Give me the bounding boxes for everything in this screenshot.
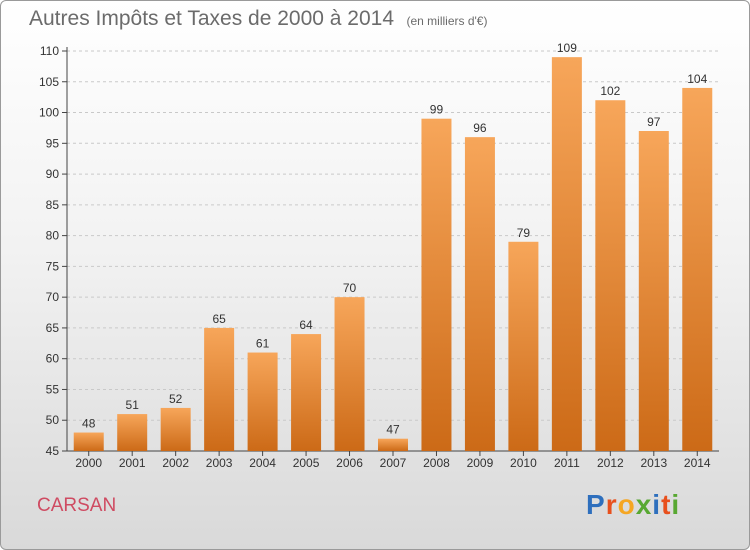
data-label: 48: [82, 417, 96, 431]
logo-letter: t: [661, 489, 672, 520]
y-tick-label: 45: [46, 444, 60, 458]
y-tick-label: 75: [46, 259, 60, 273]
data-label: 99: [430, 103, 444, 117]
data-label: 61: [256, 337, 270, 351]
x-tick-label: 2012: [597, 456, 624, 470]
data-label: 64: [299, 318, 313, 332]
bar: [682, 87, 713, 451]
grid-lines: [67, 50, 719, 421]
data-label: 96: [473, 121, 487, 135]
y-tick-label: 105: [39, 75, 59, 89]
data-label: 104: [687, 72, 707, 86]
x-tick-label: 2000: [75, 456, 102, 470]
y-tick-label: 55: [46, 382, 60, 396]
commune-name: CARSAN: [37, 495, 117, 516]
bar: [595, 100, 626, 451]
x-tick-label: 2014: [684, 456, 711, 470]
x-tick-label: 2002: [162, 456, 189, 470]
bar: [551, 57, 582, 452]
bar: [160, 407, 191, 451]
logo-letter: P: [586, 489, 606, 520]
bar: [421, 118, 452, 451]
y-tick-label: 95: [46, 136, 60, 150]
chart-subtitle: (en milliers d'€): [406, 14, 488, 28]
bar: [464, 137, 495, 451]
y-tick-label: 90: [46, 167, 60, 181]
bars: [73, 57, 713, 452]
chart-title-block: Autres Impôts et Taxes de 2000 à 2014 (e…: [29, 7, 487, 31]
y-tick-label: 85: [46, 198, 60, 212]
logo-letter: i: [652, 489, 662, 520]
data-label: 52: [169, 392, 183, 406]
data-label: 102: [600, 84, 620, 98]
bar: [334, 297, 365, 451]
y-tick-label: 80: [46, 229, 60, 243]
bar: [73, 432, 104, 451]
y-tick-label: 100: [39, 106, 59, 120]
x-tick-label: 2010: [510, 456, 537, 470]
logo-letter: r: [605, 489, 618, 520]
bar: [291, 334, 322, 451]
x-tick-label: 2003: [206, 456, 233, 470]
bar: [638, 131, 669, 451]
data-labels: 48 51 52 65 61 64 70 47 99 96 79 109 102 97 104: [82, 41, 708, 437]
x-tick-label: 2013: [640, 456, 667, 470]
logo-letter: x: [635, 489, 653, 520]
data-label: 70: [343, 281, 357, 295]
x-tick-label: 2004: [249, 456, 276, 470]
data-label: 97: [647, 115, 661, 129]
data-label: 109: [557, 41, 577, 55]
bar: [117, 414, 148, 451]
x-tick-label: 2008: [423, 456, 450, 470]
x-tick-label: 2006: [336, 456, 363, 470]
y-tick-label: 60: [46, 352, 60, 366]
data-label: 47: [386, 423, 400, 437]
logo-letter: i: [671, 489, 681, 520]
y-tick-label: 50: [46, 413, 60, 427]
bar: [247, 352, 278, 451]
bar: [204, 327, 235, 451]
y-tick-label: 70: [46, 290, 60, 304]
chart-title: Autres Impôts et Taxes de 2000 à 2014: [29, 7, 395, 30]
data-label: 51: [126, 398, 140, 412]
x-tick-label: 2011: [554, 456, 580, 470]
data-label: 65: [212, 312, 226, 326]
logo-letter: o: [617, 489, 636, 520]
x-tick-label: 2007: [380, 456, 407, 470]
x-tick-label: 2005: [293, 456, 320, 470]
x-tick-label: 2009: [467, 456, 494, 470]
x-tick-label: 2001: [119, 456, 146, 470]
data-label: 79: [517, 226, 531, 240]
y-tick-label: 110: [40, 44, 59, 58]
y-tick-label: 65: [46, 321, 60, 335]
bar: [508, 241, 539, 451]
proxiti-logo: Proxiti: [586, 489, 680, 521]
bar: [378, 438, 408, 451]
